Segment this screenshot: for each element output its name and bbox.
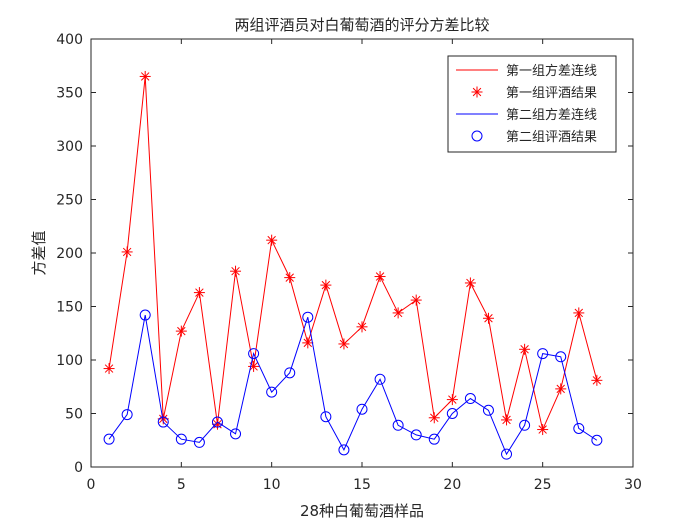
series-2-line — [108, 314, 598, 456]
series-1-point — [428, 412, 440, 424]
series-1-point — [482, 312, 494, 324]
series-1-point — [284, 272, 296, 284]
series-2-point — [175, 433, 187, 445]
x-tick-label: 15 — [353, 477, 371, 493]
series-2-point — [302, 311, 314, 323]
series-1-point — [573, 307, 585, 319]
y-tick-label: 300 — [56, 139, 83, 155]
series-2-point — [464, 393, 476, 405]
series-1-point — [537, 424, 549, 436]
series-2-point — [230, 428, 242, 440]
series-1-line — [108, 76, 598, 432]
series-2-point — [356, 403, 368, 415]
series-1-point — [446, 394, 458, 406]
series-1-point — [266, 234, 278, 246]
series-2-point — [501, 448, 513, 460]
series-1-point — [338, 338, 350, 350]
legend-label-line-2: 第二组方差连线 — [506, 107, 597, 123]
series-2-point — [338, 444, 350, 456]
series-2 — [103, 309, 603, 460]
series-1-point — [555, 383, 567, 395]
x-tick-label: 30 — [624, 477, 642, 493]
series-2-point — [248, 348, 260, 360]
chart-title: 两组评酒员对白葡萄酒的评分方差比较 — [234, 16, 489, 34]
series-1-point — [230, 265, 242, 277]
x-tick-label: 20 — [443, 477, 461, 493]
legend-marker-swatch-1 — [471, 86, 483, 98]
series-1-point — [320, 279, 332, 291]
series-2-point — [537, 348, 549, 360]
series-2-point — [573, 422, 585, 434]
series-1-point — [410, 294, 422, 306]
series-2-point — [392, 419, 404, 431]
series-1-point — [121, 246, 133, 258]
series-2-point — [139, 309, 151, 321]
series-1-point — [501, 414, 513, 426]
series-2-point — [193, 436, 205, 448]
series-2-point — [211, 416, 223, 428]
series-2-point — [428, 433, 440, 445]
series-1-point — [175, 325, 187, 337]
legend-label-line-1: 第一组方差连线 — [506, 63, 597, 79]
series-1-point — [193, 287, 205, 299]
series-1-point — [519, 343, 531, 355]
x-tick-label: 25 — [534, 477, 552, 493]
x-tick-label: 0 — [87, 477, 96, 493]
series-2-point — [266, 386, 278, 398]
y-axis-label: 方差值 — [30, 230, 48, 275]
series-1-point — [374, 271, 386, 283]
series-1-point — [464, 277, 476, 289]
series-1-point — [302, 337, 314, 349]
y-tick-label: 100 — [56, 353, 83, 369]
y-tick-label: 50 — [65, 407, 83, 423]
series-1-point — [591, 374, 603, 386]
x-tick-label: 10 — [263, 477, 281, 493]
series-2-point — [103, 433, 115, 445]
series-2-point — [446, 408, 458, 419]
legend-marker-swatch-2 — [471, 130, 483, 142]
y-tick-label: 200 — [56, 246, 83, 262]
y-tick-label: 350 — [56, 86, 83, 102]
series-2-point — [320, 411, 332, 423]
plot-border — [90, 38, 634, 468]
y-tick-label: 250 — [56, 193, 83, 209]
y-tick-label: 0 — [74, 460, 83, 476]
legend-label-marker-1: 第一组评酒结果 — [506, 86, 597, 101]
series-2-point — [121, 409, 133, 421]
series-1-point — [356, 321, 368, 333]
x-tick-label: 5 — [177, 477, 186, 493]
y-tick-label: 400 — [56, 32, 83, 48]
series-2-point — [555, 351, 567, 363]
series-2-point — [374, 373, 386, 385]
legend-box — [447, 55, 617, 153]
series-1-point — [103, 363, 115, 375]
y-tick-label: 150 — [56, 300, 83, 316]
series-2-point — [410, 429, 422, 441]
series-1-point — [392, 307, 404, 319]
series-2-point — [157, 416, 169, 428]
series-1-point — [139, 70, 151, 82]
series-2-point — [284, 367, 296, 379]
series-2-point — [482, 404, 494, 416]
x-axis-label: 28种白葡萄酒样品 — [300, 502, 424, 520]
series-2-point — [519, 419, 531, 431]
series-layer — [103, 70, 603, 460]
legend-label-marker-2: 第二组评酒结果 — [506, 130, 597, 145]
series-2-point — [591, 434, 603, 446]
